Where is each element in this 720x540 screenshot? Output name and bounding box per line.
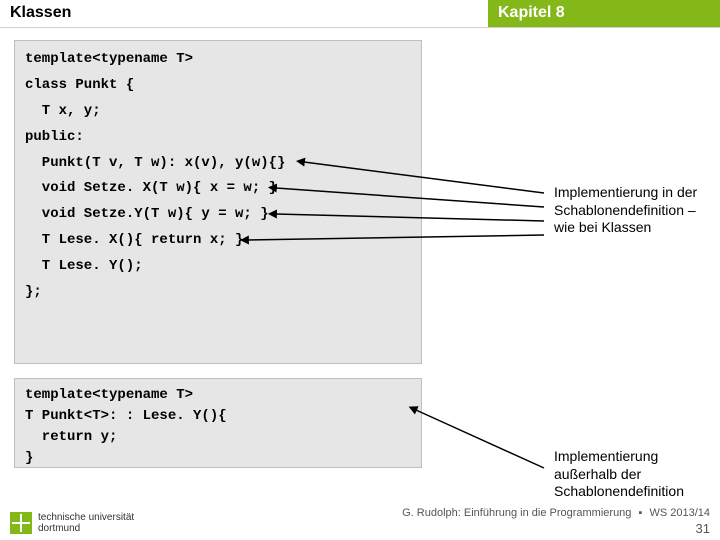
- footer-semester: WS 2013/14: [649, 507, 710, 519]
- code-line: template<typename T>: [25, 47, 411, 73]
- code-block-external-impl: template<typename T> T Punkt<T>: : Lese.…: [14, 378, 422, 468]
- code-line: T Lese. Y();: [25, 254, 411, 280]
- code-line: void Setze.Y(T w){ y = w; }: [25, 202, 411, 228]
- university-name: technische universität dortmund: [38, 512, 134, 534]
- header-title-right: Kapitel 8: [488, 0, 720, 27]
- footer-separator-icon: ▪: [634, 507, 646, 519]
- code-line: return y;: [25, 427, 411, 448]
- arrow-line: [416, 410, 544, 468]
- code-line: Punkt(T v, T w): x(v), y(w){}: [25, 151, 411, 177]
- code-line: void Setze. X(T w){ x = w; }: [25, 176, 411, 202]
- code-line: class Punkt {: [25, 73, 411, 99]
- code-line: template<typename T>: [25, 385, 411, 406]
- slide-header: Klassen Kapitel 8: [0, 0, 720, 28]
- code-block-class-definition: template<typename T> class Punkt { T x, …: [14, 40, 422, 364]
- code-line: }: [25, 448, 411, 469]
- annotation-inline-impl: Implementierung in der Schablonendefinit…: [554, 184, 714, 237]
- header-title-left: Klassen: [0, 0, 488, 27]
- footer-credit: G. Rudolph: Einführung in die Programmie…: [402, 507, 710, 519]
- logo-line-1: technische universität: [38, 512, 134, 523]
- university-logo: technische universität dortmund: [10, 512, 134, 534]
- logo-line-2: dortmund: [38, 523, 80, 534]
- code-line: T Lese. X(){ return x; }: [25, 228, 411, 254]
- footer-author-course: G. Rudolph: Einführung in die Programmie…: [402, 507, 631, 519]
- code-line: public:: [25, 125, 411, 151]
- slide-footer: G. Rudolph: Einführung in die Programmie…: [402, 507, 710, 536]
- page-number: 31: [402, 521, 710, 536]
- code-line: };: [25, 280, 411, 306]
- tu-logo-icon: [10, 512, 32, 534]
- code-line: T x, y;: [25, 99, 411, 125]
- annotation-external-impl: Implementierung außerhalb der Schablonen…: [554, 448, 714, 501]
- code-line: T Punkt<T>: : Lese. Y(){: [25, 406, 411, 427]
- slide-content: template<typename T> class Punkt { T x, …: [0, 28, 720, 468]
